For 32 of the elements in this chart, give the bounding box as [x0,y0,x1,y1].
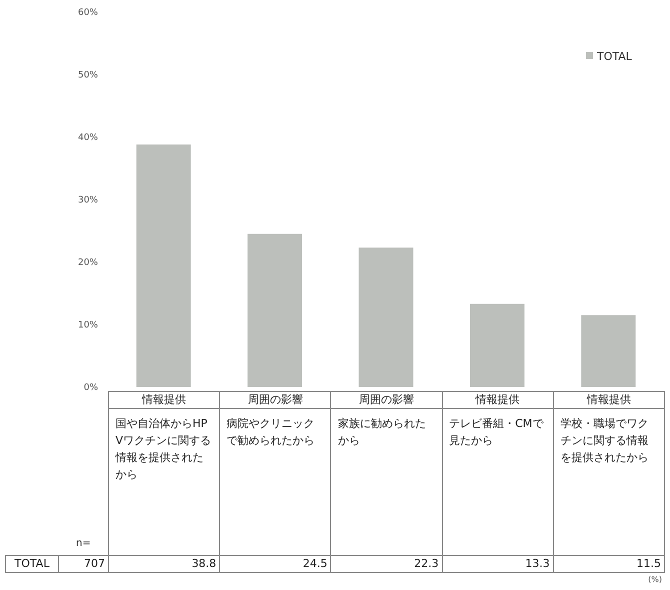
text: 情報提供 [552,391,665,409]
y-tick-label: 0% [84,383,98,393]
data-label: 13.3 [442,555,554,573]
legend-label: TOTAL [596,50,633,63]
x-tick-label: 国や自治体からHPVワクチンに関する情報を提供されたから [116,416,212,483]
data-label: 22.3 [330,555,443,573]
bar [470,304,524,387]
text: 707 [58,555,109,573]
bar [358,248,414,387]
y-tick-label: 10% [78,320,98,330]
data-label: 11.5 [552,555,665,573]
y-tick-label: 50% [78,70,98,80]
bar [136,144,191,387]
text: 周囲の影響 [219,391,332,409]
bar [581,315,636,387]
data-label: 38.8 [108,555,220,573]
text: 周囲の影響 [330,391,443,409]
y-tick-label: 30% [78,196,98,206]
text: 情報提供 [442,391,554,409]
x-tick-label: テレビ番組・CMで見たから [449,416,545,449]
bar [248,234,302,387]
y-tick-label: 20% [78,258,98,268]
text: 情報提供 [108,391,220,409]
text: n= [76,538,91,549]
y-tick-label: 60% [78,8,98,18]
text: TOTAL [14,557,50,570]
x-tick-label: 病院やクリニックで勧められたから [226,416,316,449]
data-label: 24.5 [219,555,332,573]
x-tick-label: 家族に勧められたから [338,416,427,449]
text: (%) [648,575,662,584]
y-tick-label: 40% [78,133,98,143]
x-tick-label: 学校・職場でワクチンに関する情報を提供されたから [560,416,650,466]
